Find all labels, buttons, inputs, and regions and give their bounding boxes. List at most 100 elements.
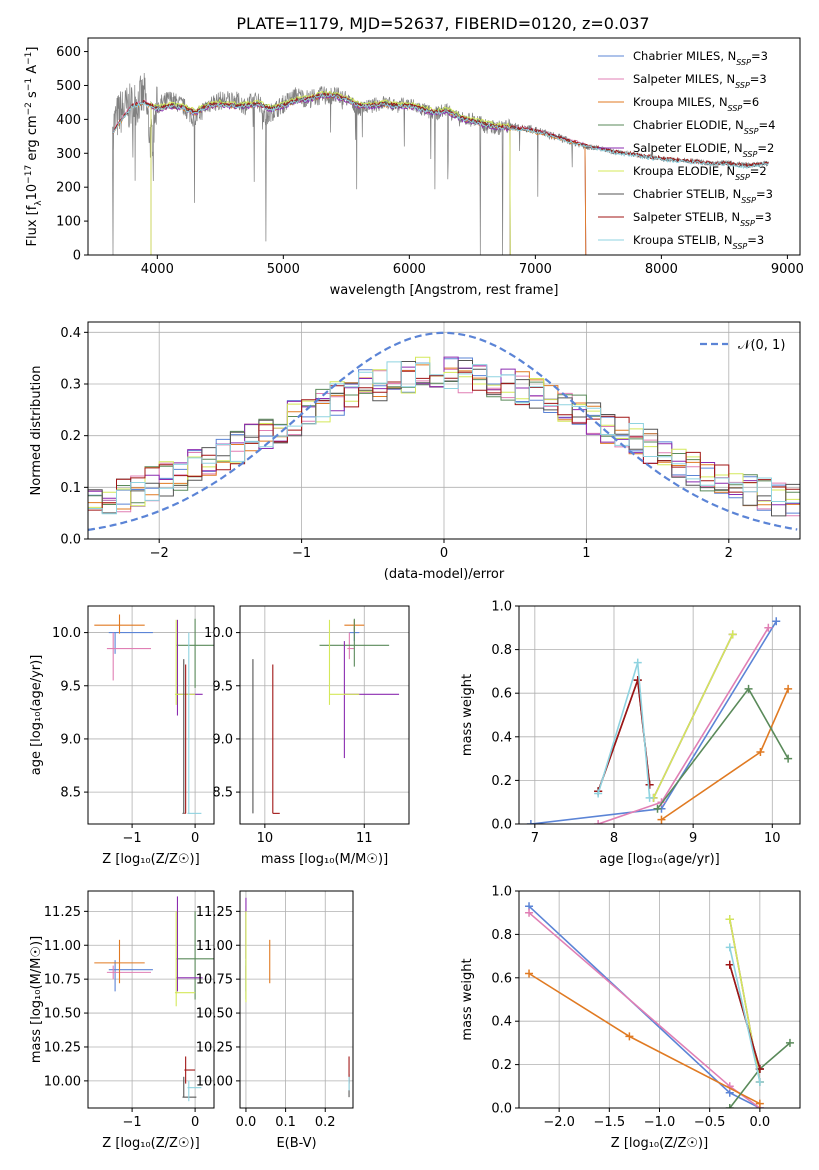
x-tick-label: −2.0 [543, 1115, 575, 1130]
x-tick-label: 5000 [267, 262, 300, 277]
y-axis-label-part: A [25, 65, 40, 78]
legend-nssp: =6 [742, 95, 759, 109]
y-tick-label: 10.50 [196, 1007, 233, 1022]
y-axis-label: Flux [fλ10−17 erg cm−2 s−1 A−1] [24, 47, 44, 247]
legend-series-name: Chabrier STELIB, N [633, 187, 741, 201]
spectrum-model-line [112, 92, 769, 168]
x-tick-label: −1 [292, 546, 311, 561]
legend-entry: Chabrier STELIB, NSSP=3 [633, 187, 773, 205]
legend-series-name: Chabrier ELODIE, N [633, 118, 744, 132]
legend-sub: SSP [736, 58, 751, 67]
y-axis-label: age [log₁₀(age/yr)] [29, 655, 44, 776]
y-tick-label: 0 [73, 249, 81, 264]
legend-sub: SSP [743, 150, 758, 159]
legend-sub: SSP [735, 81, 750, 90]
data-point [657, 815, 666, 824]
x-tick-label: 9 [689, 831, 697, 846]
x-tick-label: 0 [191, 1115, 199, 1130]
x-axis-label: mass [log₁₀(M/M☉)] [261, 852, 388, 867]
y-tick-label: 0.1 [60, 481, 81, 496]
axes-age_vs_mass: 10 11 8.5 9.0 9.5 10.0 mass [log₁₀(M/M☉)] [204, 605, 410, 867]
y-tick-label: 9.5 [60, 679, 81, 694]
x-tick-label: −2 [150, 546, 169, 561]
x-tick-label: −0.5 [694, 1115, 726, 1130]
axes-residuals: −2 −1 0 1 2 0.0 0.1 0.2 0.3 0.4 (data-model)/error… [29, 321, 801, 582]
y-tick-label: 8.5 [60, 786, 81, 801]
legend-sub: SSP [740, 219, 755, 228]
legend-series-name: Salpeter STELIB, N [633, 210, 740, 224]
x-tick-label: 7000 [519, 262, 552, 277]
y-axis-label-part: −2 [24, 102, 34, 115]
x-tick-label: 0.0 [750, 1115, 771, 1130]
plot-area-mass_vs_ebv [245, 897, 350, 1098]
legend-nssp: =3 [755, 210, 772, 224]
y-axis-label-part: λ [34, 200, 44, 206]
y-tick-label: 0.2 [491, 1058, 512, 1073]
x-tick-label: 0 [440, 546, 448, 561]
x-tick-label: 0 [191, 831, 199, 846]
y-tick-label: 200 [56, 181, 81, 196]
y-tick-label: 500 [56, 79, 81, 94]
data-point [755, 1077, 764, 1086]
legend-series-name: Chabrier MILES, N [633, 49, 736, 63]
data-point [725, 960, 734, 969]
x-tick-label: −1 [123, 831, 142, 846]
x-tick-label: 0.2 [315, 1115, 336, 1130]
axes-mass_vs_ebv: 0.0 0.1 0.2 10.00 10.25 10.50 10.75 11.00 11.25 E… [196, 890, 354, 1151]
legend-entry: Salpeter ELODIE, NSSP=2 [633, 141, 774, 159]
y-tick-label: 0.8 [491, 928, 512, 943]
histogram-series [88, 361, 800, 515]
y-tick-label: 11.25 [196, 905, 233, 920]
data-point [633, 658, 642, 667]
spectrum-data-dip [501, 127, 504, 255]
series-line [597, 662, 651, 798]
y-tick-label: 0.3 [60, 378, 81, 393]
series-line [530, 620, 777, 824]
plot-area-mass_vs_Z [94, 896, 214, 1102]
axes-frame [87, 605, 215, 825]
y-tick-label: 10.75 [196, 973, 233, 988]
y-axis-label-part: Flux [f [25, 205, 40, 246]
y-tick-label: 10.75 [44, 973, 81, 988]
y-tick-label: 0.4 [60, 326, 81, 341]
x-tick-label: 11 [356, 831, 373, 846]
y-tick-label: 10.00 [196, 1074, 233, 1089]
y-tick-label: 300 [56, 147, 81, 162]
y-axis-label-part: ] [25, 47, 40, 52]
y-tick-label: 0.6 [491, 971, 512, 986]
legend-sub: SSP [735, 173, 750, 182]
y-tick-label: 0.2 [60, 429, 81, 444]
legend-sub: SSP [728, 104, 743, 113]
y-tick-label: 9.5 [212, 679, 233, 694]
y-tick-label: 0.8 [491, 643, 512, 658]
plot-area-age_vs_mass [252, 618, 400, 814]
normal-curve [88, 331, 798, 531]
series-line [597, 679, 651, 792]
spectrum-data-dip [479, 122, 482, 255]
data-point [594, 820, 603, 824]
series-line [652, 633, 734, 799]
data-point [785, 1038, 794, 1047]
plot-area-residuals [88, 331, 800, 531]
legend-nssp: =2 [757, 141, 774, 155]
x-tick-label: 9000 [771, 262, 804, 277]
legend-nssp: =3 [747, 233, 764, 247]
y-axis-label: mass weight [460, 674, 475, 756]
y-axis-label-part: s [25, 91, 40, 102]
axes-frame [518, 605, 801, 825]
spectrum-data-dip [112, 126, 114, 255]
x-axis-label: Z [log₁₀(Z/Z☉)] [611, 1136, 708, 1151]
spectrum-model-line [112, 93, 769, 170]
figure-title: PLATE=1179, MJD=52637, FIBERID=0120, z=0… [236, 14, 649, 33]
spectrum-model-line [112, 94, 587, 255]
legend-series-name: Kroupa STELIB, N [633, 233, 733, 247]
y-tick-label: 8.5 [212, 786, 233, 801]
y-axis-label-part: −1 [24, 52, 34, 65]
axes-frame [239, 890, 354, 1109]
x-axis-label: Z [log₁₀(Z/Z☉)] [102, 1136, 199, 1151]
y-tick-label: 10.25 [196, 1040, 233, 1055]
y-tick-label: 0.0 [60, 533, 81, 548]
x-tick-label: 4000 [141, 262, 174, 277]
data-point [525, 969, 534, 978]
